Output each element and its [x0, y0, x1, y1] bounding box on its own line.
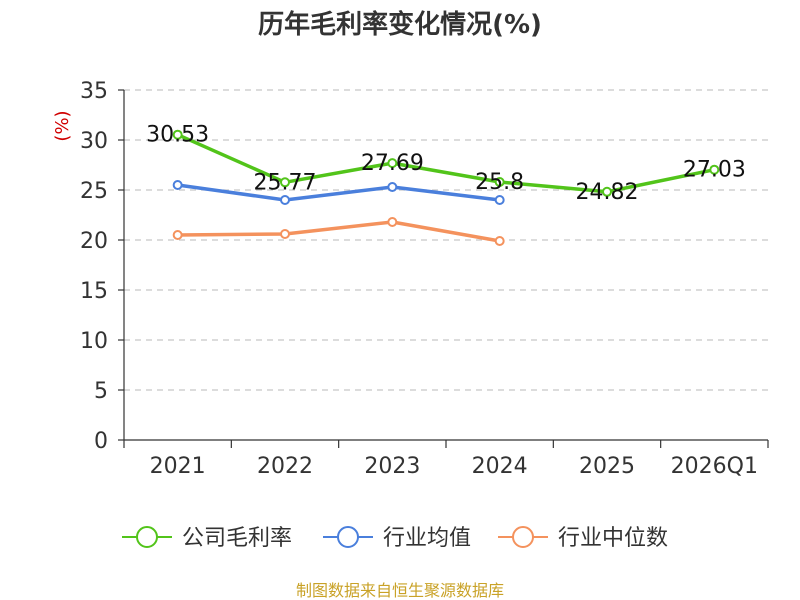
y-tick-label: 25 [80, 179, 108, 204]
y-axis-unit: (%) [52, 110, 73, 141]
data-label: 25.8 [475, 170, 524, 195]
data-label: 25.77 [254, 170, 317, 195]
data-point [172, 180, 183, 190]
data-label: 27.69 [361, 151, 424, 176]
data-label: 30.53 [146, 123, 209, 148]
data-label: 24.82 [576, 180, 639, 205]
data-point [387, 182, 398, 192]
legend-marker [136, 526, 158, 548]
y-tick-label: 20 [80, 229, 108, 254]
y-tick-label: 0 [94, 429, 108, 454]
data-point [280, 177, 290, 188]
x-tick-label: 2024 [472, 454, 528, 479]
data-point [387, 158, 398, 169]
x-tick-label: 2022 [257, 454, 313, 479]
y-tick-label: 35 [80, 79, 108, 104]
data-point [280, 229, 290, 239]
data-point [494, 177, 505, 187]
data-label: 27.03 [683, 158, 746, 183]
y-tick-label: 30 [80, 129, 108, 154]
x-tick-label: 2026Q1 [671, 454, 758, 479]
chart-title: 历年毛利率变化情况(%) [258, 9, 542, 40]
data-point [709, 164, 720, 175]
data-point [172, 129, 183, 140]
data-point [387, 217, 398, 227]
data-point [602, 186, 612, 197]
series-line-1 [177, 183, 500, 202]
y-tick-label: 10 [80, 329, 108, 354]
series-line-2 [177, 220, 500, 243]
legend-label: 行业均值 [383, 526, 471, 551]
source-credit: 制图数据来自恒生聚源数据库 [296, 581, 504, 600]
y-tick-label: 15 [80, 279, 108, 304]
x-tick-label: 2021 [150, 454, 206, 479]
data-labels: 30.53 25.77 27.69 25.8 24.82 27.03 [146, 123, 746, 205]
legend-marker [337, 526, 359, 548]
data-point [494, 236, 505, 246]
x-tick-label: 2025 [579, 454, 635, 479]
y-tick-label: 5 [94, 379, 108, 404]
legend-label: 公司毛利率 [182, 526, 292, 551]
series-lines [172, 129, 720, 246]
grid-lines [124, 89, 768, 391]
legend-label: 行业中位数 [558, 526, 668, 551]
x-tick-label: 2023 [364, 454, 420, 479]
legend: 公司毛利率 行业均值 行业中位数 [122, 526, 668, 551]
data-point [494, 195, 505, 205]
series-line-0 [176, 133, 715, 194]
legend-marker [512, 526, 534, 548]
data-point [172, 230, 183, 240]
data-point [280, 195, 290, 205]
